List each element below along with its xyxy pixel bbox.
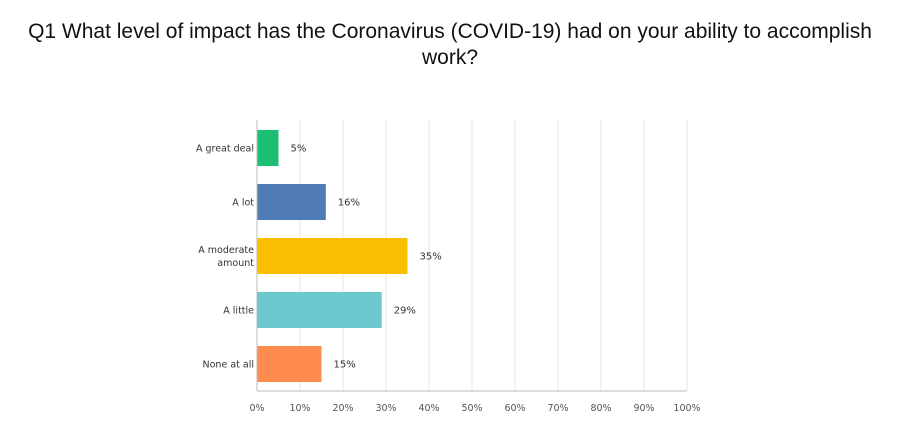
category-label: A little [223, 306, 254, 317]
x-tick-label: 60% [504, 403, 525, 414]
bar [257, 292, 382, 328]
bars [257, 130, 408, 382]
x-tick-label: 10% [289, 403, 310, 414]
x-tick-label: 50% [461, 403, 482, 414]
bar [257, 130, 279, 166]
x-tick-label: 20% [332, 403, 353, 414]
category-label: A great deal [196, 144, 254, 155]
x-tick-label: 30% [375, 403, 396, 414]
x-tick-label: 90% [633, 403, 654, 414]
value-label: 5% [291, 144, 307, 155]
x-tick-label: 80% [590, 403, 611, 414]
category-label: None at all [203, 360, 254, 371]
chart-title: Q1 What level of impact has the Coronavi… [28, 20, 872, 69]
x-tick-label: 100% [673, 403, 700, 414]
bar [257, 238, 408, 274]
x-tick-label: 40% [418, 403, 439, 414]
category-label: A moderate [198, 245, 254, 256]
x-tick-label: 70% [547, 403, 568, 414]
value-label: 35% [420, 252, 442, 263]
x-tick-label: 0% [249, 403, 264, 414]
value-label: 16% [338, 198, 360, 209]
category-label: A lot [232, 198, 254, 209]
labels: 0% 10% 20% 30% 40% 50% 60% 70% 80% 90% 100% A great… [196, 144, 701, 415]
value-label: 15% [334, 360, 356, 371]
gridlines [299, 120, 688, 391]
bar [257, 184, 326, 220]
category-label: amount [217, 258, 254, 269]
bar [257, 346, 322, 382]
value-label: 29% [394, 306, 416, 317]
